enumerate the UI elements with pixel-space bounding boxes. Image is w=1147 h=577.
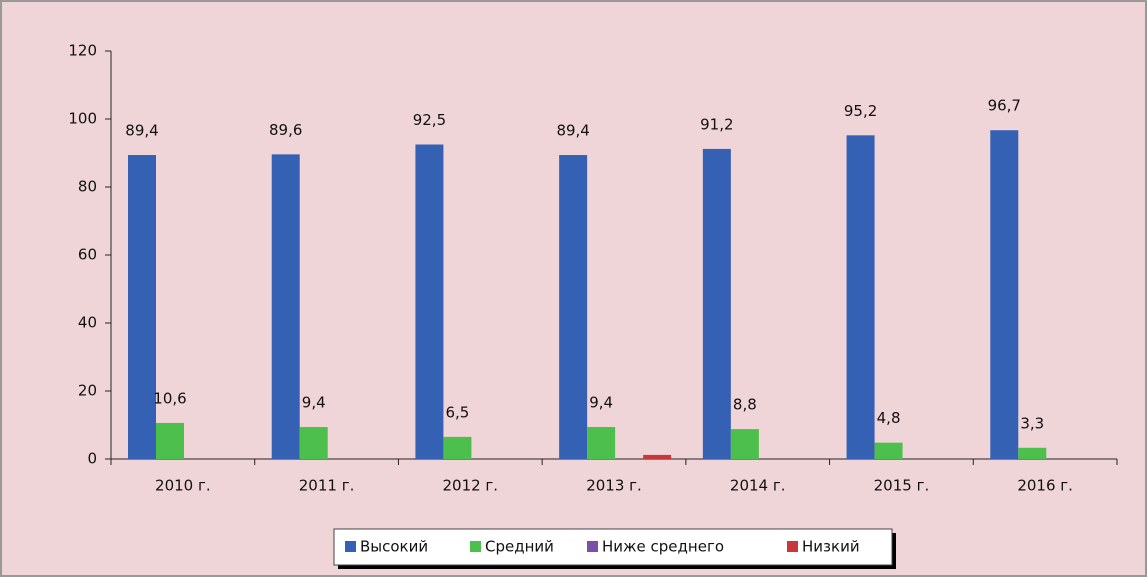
legend-swatch [470,541,481,552]
bar [156,422,184,459]
bar [730,429,759,459]
value-label: 89,4 [125,122,158,140]
legend-box [333,528,893,566]
value-label: 10,6 [153,389,186,407]
bar [1018,447,1047,459]
y-tick-label: 100 [68,110,97,128]
value-label: 6,5 [445,403,469,421]
value-label: 4,8 [877,409,901,427]
value-label: 9,4 [589,394,613,412]
x-tick-label: 2012 г. [442,477,498,495]
bar [559,155,588,460]
value-label: 89,6 [269,121,302,139]
y-tick-label: 80 [78,178,97,196]
y-tick-label: 20 [78,382,97,400]
legend-label: Ниже среднего [602,538,724,556]
value-label: 96,7 [988,97,1021,115]
legend-swatch [587,541,598,552]
value-label: 8,8 [733,396,757,414]
value-label: 92,5 [413,111,446,129]
value-label: 91,2 [700,115,733,133]
value-label: 89,4 [556,122,589,140]
bar [702,148,731,460]
bar [643,454,672,459]
bar [846,135,875,459]
bar [990,130,1019,459]
legend-label: Низкий [802,538,860,556]
legend-swatch [345,541,356,552]
y-tick-label: 60 [78,246,97,264]
bar [587,427,616,459]
bar [874,442,903,459]
legend-label: Средний [485,538,554,556]
bar [128,155,156,460]
value-label: 95,2 [844,102,877,120]
y-tick-label: 120 [68,42,97,60]
bar [271,154,300,460]
bar [443,436,472,459]
x-tick-label: 2015 г. [874,477,930,495]
x-tick-label: 2011 г. [299,477,355,495]
value-label: 3,3 [1020,414,1044,432]
bar [415,144,444,459]
y-tick-label: 40 [78,314,97,332]
legend-label: Высокий [360,538,428,556]
x-tick-label: 2014 г. [730,477,786,495]
value-label: 9,4 [302,394,326,412]
legend-swatch [787,541,798,552]
x-tick-label: 2013 г. [586,477,642,495]
x-tick-label: 2010 г. [155,477,211,495]
bar [299,427,328,459]
x-tick-label: 2016 г. [1017,477,1073,495]
y-tick-label: 0 [87,450,97,468]
